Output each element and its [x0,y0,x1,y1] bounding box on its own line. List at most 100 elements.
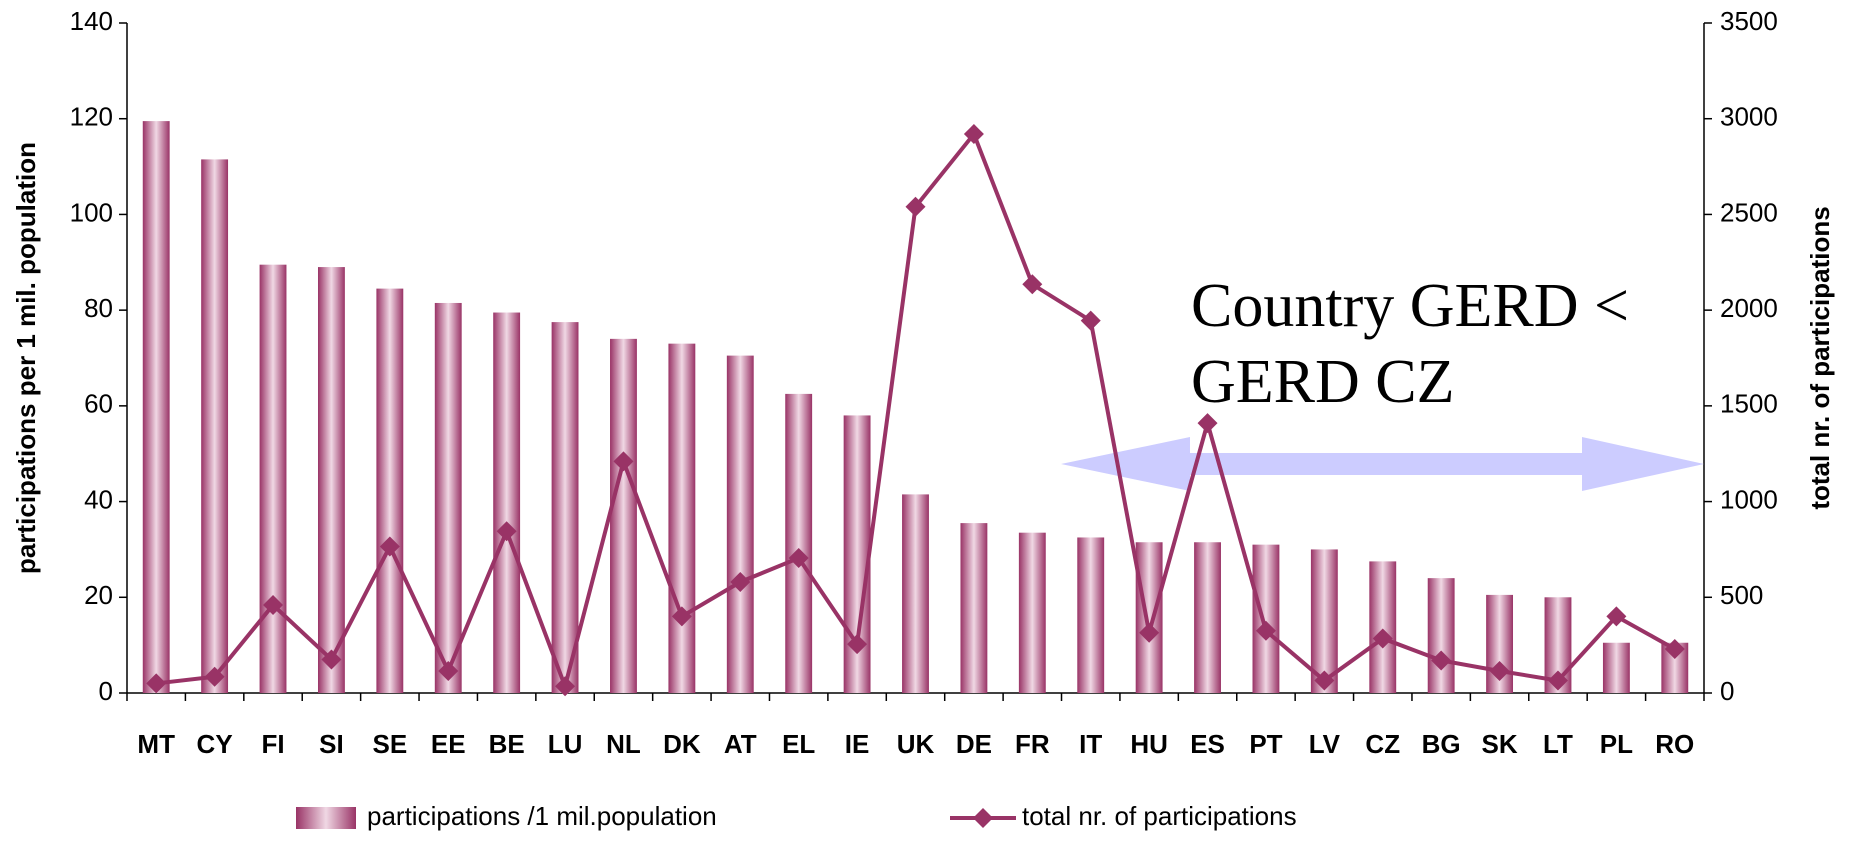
x-tick-label: UK [897,729,935,759]
y2-tick-label: 2000 [1720,293,1778,323]
y2-tick-label: 1500 [1720,389,1778,419]
marker [1139,622,1160,643]
marker [1489,660,1510,681]
x-tick-label: DK [663,729,701,759]
x-tick-label: EE [431,729,466,759]
marker [613,451,634,472]
x-tick-label: LV [1309,729,1341,759]
x-tick-label: IE [845,729,870,759]
y2-tick-label: 3000 [1720,102,1778,132]
x-tick-label: LT [1543,729,1573,759]
marker [1547,670,1568,691]
x-tick-label: CY [197,729,233,759]
x-tick-label: RO [1655,729,1694,759]
bar [142,121,170,694]
arrow [1061,437,1704,491]
x-tick-label: FI [261,729,284,759]
x-tick-label: SI [319,729,344,759]
bar [259,264,287,693]
bar [902,494,929,693]
bar [1077,537,1105,693]
x-tick-label: PL [1600,729,1633,759]
y-tick-label: 100 [70,197,113,227]
bar [376,288,404,693]
marker [204,666,225,687]
marker [1314,670,1335,691]
bar [785,393,813,693]
annotation: Country GERD < [1191,272,1629,340]
marker [321,649,342,670]
bar [201,159,229,694]
marker [555,676,576,697]
x-tick-label: FR [1015,729,1050,759]
marker [438,660,459,681]
y2-axis-title: total nr. of participations [1805,206,1835,509]
bar [493,312,521,693]
marker [1606,606,1627,627]
y-tick-label: 0 [99,676,113,706]
y-tick-label: 40 [84,484,113,514]
y-tick-label: 140 [70,6,113,36]
x-tick-label: SK [1482,729,1518,759]
y2-tick-label: 500 [1720,580,1763,610]
marker [1197,413,1218,434]
bar [1602,642,1630,693]
bar [434,302,462,693]
marker [1080,310,1101,331]
legend-label: participations /1 mil.population [367,801,717,831]
marker [146,673,167,694]
marker [1255,620,1276,641]
bar [1252,544,1280,693]
bar [1427,578,1455,693]
x-tick-label: CZ [1365,729,1400,759]
marker [963,124,984,145]
marker [905,196,926,217]
y2-tick-label: 0 [1720,676,1734,706]
y-tick-label: 60 [84,389,113,419]
y-tick-label: 120 [70,102,113,132]
x-tick-label: HU [1130,729,1168,759]
marker [847,634,868,655]
bar [1018,532,1046,693]
x-tick-label: EL [782,729,815,759]
x-tick-label: ES [1190,729,1225,759]
legend-swatch [296,807,356,829]
x-tick-label: IT [1079,729,1102,759]
marker [788,548,809,569]
x-tick-label: BG [1422,729,1461,759]
x-tick-label: LU [548,729,583,759]
marker [1372,628,1393,649]
y-tick-label: 80 [84,293,113,323]
y-tick-label: 20 [84,580,113,610]
bar [1194,542,1221,693]
y2-tick-label: 2500 [1720,197,1778,227]
bar [610,338,637,693]
marker [1022,274,1043,295]
bar [317,267,345,693]
x-tick-label: MT [137,729,175,759]
bar [726,355,754,693]
bar [960,523,988,693]
marker [1664,638,1685,659]
marker [263,594,284,615]
y2-tick-label: 1000 [1720,484,1778,514]
x-tick-label: AT [724,729,757,759]
x-tick-label: PT [1249,729,1282,759]
legend-swatch [973,808,993,828]
bar [1135,542,1163,693]
x-tick-label: BE [489,729,525,759]
legend-label: total nr. of participations [1022,801,1297,831]
marker [496,521,517,542]
bar [1310,549,1338,693]
marker [1431,650,1452,671]
x-tick-label: DE [956,729,992,759]
y-axis-title: participations per 1 mil. population [11,142,41,574]
annotation: GERD CZ [1191,348,1455,416]
x-tick-label: NL [606,729,641,759]
bar [668,343,696,693]
bar [551,322,579,693]
marker [730,571,751,592]
bar [1369,561,1397,693]
y2-tick-label: 3500 [1720,6,1778,36]
